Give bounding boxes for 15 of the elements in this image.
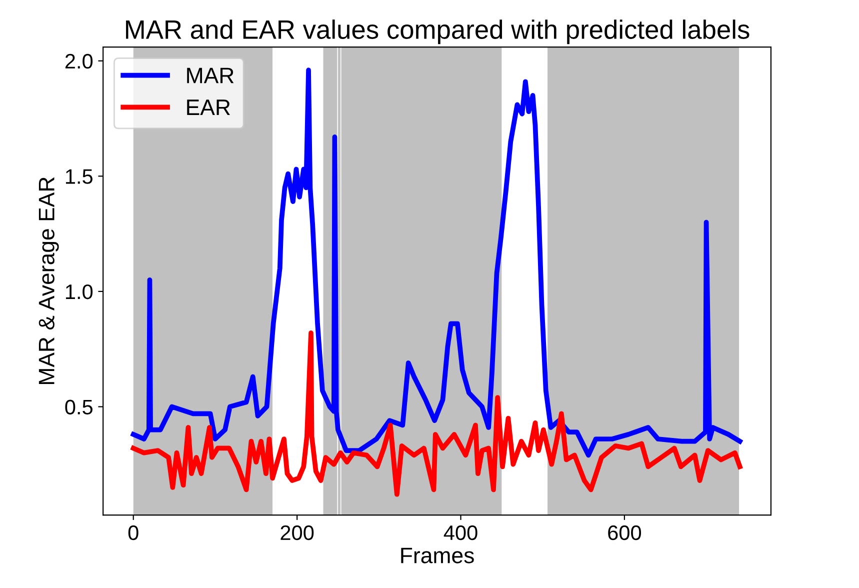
chart-title: MAR and EAR values compared with predicted labels: [126, 20, 750, 44]
legend-label: EAR: [187, 100, 230, 115]
y-tick-label: 1.0: [66, 284, 93, 300]
line-series: [130, 330, 742, 497]
y-axis-title: MAR & Average EAR: [38, 177, 59, 384]
x-axis-title: Frames: [401, 548, 474, 564]
y-tick-label: 0.5: [65, 400, 92, 414]
y-tick-label: 2.0: [65, 54, 93, 69]
legend-label: MAR: [187, 68, 234, 84]
line-series: [130, 68, 742, 458]
x-tick-label: 0: [128, 525, 138, 540]
y-tick-label: 1.5: [66, 169, 92, 184]
x-tick-label: 400: [444, 525, 478, 540]
x-tick-label: 200: [280, 525, 314, 540]
x-tick-label: 600: [608, 525, 642, 540]
